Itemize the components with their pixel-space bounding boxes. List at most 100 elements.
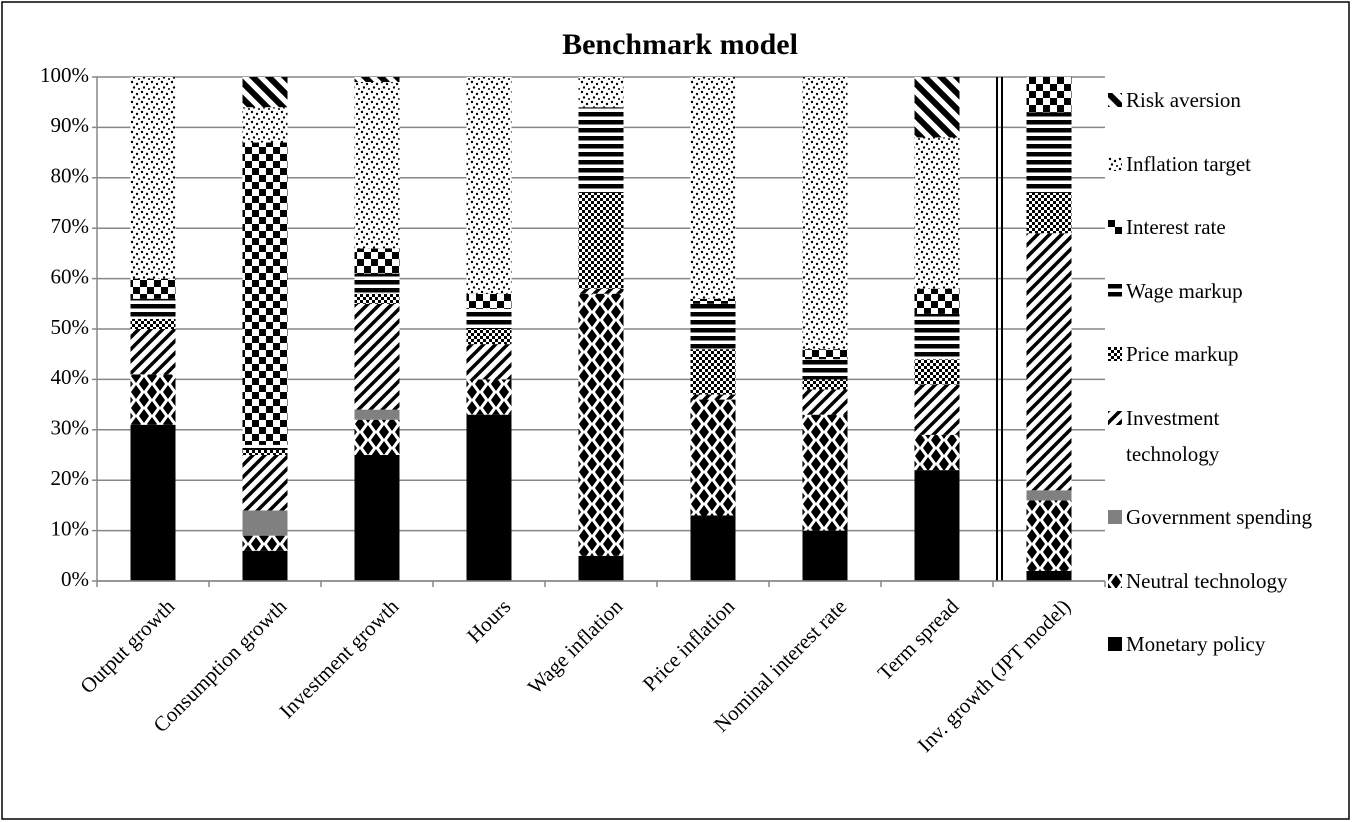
bar-segment [914, 137, 960, 289]
bar-segment [242, 107, 288, 143]
bar-segment [578, 555, 624, 581]
legend-item: Neutral technology [1108, 563, 1344, 599]
bar-segment [354, 248, 400, 274]
bar-segment [802, 379, 848, 390]
y-tick-label: 100% [40, 63, 89, 87]
bar-segment [242, 77, 288, 108]
bar-segment [690, 303, 736, 350]
bar-segment [354, 82, 400, 249]
x-tick-label: Output growth [75, 594, 179, 698]
bar-segment [130, 329, 176, 375]
bar-segment [466, 77, 512, 294]
legend-swatch [1108, 220, 1122, 234]
y-tick-label: 50% [51, 315, 90, 339]
chart-title: Benchmark model [562, 28, 798, 61]
legend-swatch [1108, 156, 1122, 171]
legend-item: Investment technology [1108, 400, 1344, 472]
legend-label: Wage markup [1126, 278, 1243, 303]
bar-segment [466, 308, 512, 329]
legend-label: Price markup [1126, 342, 1239, 366]
legend-item: Monetary policy [1108, 626, 1344, 662]
bar-segment [690, 77, 736, 299]
bar-segment [914, 434, 960, 471]
y-tick-label: 10% [51, 516, 90, 540]
bar-segment [1026, 500, 1072, 571]
bar-segment [354, 273, 400, 294]
bar-segment [578, 288, 624, 294]
legend-label: Inflation target [1126, 151, 1251, 176]
legend-label: Monetary policy [1126, 632, 1266, 656]
legend-item: Interest rate [1108, 209, 1344, 245]
legend-swatch [1108, 347, 1122, 361]
bar-segment [690, 515, 736, 581]
bar-segment [802, 389, 848, 415]
bar-segment [242, 449, 288, 455]
bar-segment [802, 359, 848, 380]
x-tick-label: Price inflation [638, 594, 740, 696]
y-tick-label: 90% [51, 113, 90, 137]
y-tick-label: 0% [61, 567, 89, 591]
bar-segment [578, 293, 624, 556]
legend-item: Government spending [1108, 499, 1344, 535]
legend-label: Government spending [1126, 505, 1313, 529]
legend-item: Wage markup [1108, 273, 1344, 309]
bar-segment [914, 77, 960, 138]
legend-swatch-fill [1108, 510, 1122, 524]
bar-segment [914, 359, 960, 385]
legend-label: Neutral technology [1126, 568, 1288, 593]
y-tick-label: 30% [51, 416, 90, 440]
bar-segment [690, 394, 736, 400]
y-tick-label: 80% [51, 164, 90, 188]
legend-swatch-fill [1108, 347, 1122, 361]
bar-segment [690, 298, 736, 304]
bar-segment [914, 384, 960, 435]
bar-segment [130, 77, 176, 279]
bar-segment [802, 530, 848, 581]
bar-segment [130, 278, 176, 299]
legend-swatch [1108, 410, 1122, 425]
legend-swatch [1108, 637, 1122, 651]
bar-segment [914, 288, 960, 314]
bar-segment [130, 424, 176, 581]
legend-swatch-fill [1108, 573, 1122, 588]
bar-segment [130, 318, 176, 329]
bar-segment [242, 550, 288, 581]
legend-swatch-fill [1108, 283, 1122, 298]
x-tick-label: Hours [462, 594, 515, 647]
bar-segment [130, 374, 176, 425]
legend-swatch [1108, 510, 1122, 524]
legend-item: Inflation target [1108, 146, 1344, 182]
legend-swatch-fill [1108, 220, 1122, 234]
legend-item: Price markup [1108, 336, 1344, 372]
x-tick-label: Term spread [873, 594, 964, 685]
bar-segment [802, 414, 848, 531]
bar-segment [354, 303, 400, 410]
legend-swatch-fill [1108, 410, 1122, 425]
legend-item: Risk aversion [1108, 82, 1344, 118]
bar-segment [1026, 233, 1072, 491]
bar-segment [914, 470, 960, 581]
bar-segment [914, 313, 960, 360]
bar-segment [578, 107, 624, 193]
bar-segment [802, 77, 848, 350]
y-tick-label: 60% [51, 264, 90, 288]
y-tick-label: 20% [51, 466, 90, 490]
bar-segment [466, 329, 512, 345]
bar-segment [242, 142, 288, 445]
bar-segment [242, 535, 288, 551]
legend-swatch-fill [1108, 156, 1122, 171]
bar-segment [690, 349, 736, 395]
y-tick-label: 40% [51, 365, 90, 389]
bar-segment [1026, 192, 1072, 234]
y-tick-label: 70% [51, 214, 90, 238]
legend-label: Interest rate [1126, 215, 1226, 239]
legend-swatch [1108, 93, 1122, 107]
bar-segment [466, 344, 512, 380]
bar-segment [466, 379, 512, 415]
bar-segment [466, 293, 512, 309]
legend-swatch [1108, 573, 1122, 588]
bar-segment [466, 414, 512, 581]
